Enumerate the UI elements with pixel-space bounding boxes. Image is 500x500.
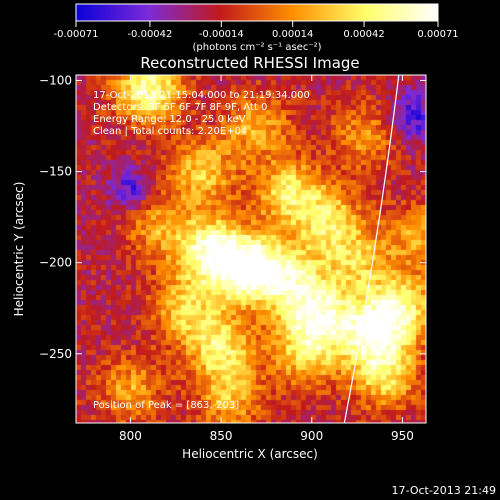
y-tick-label: −100: [39, 73, 72, 87]
y-axis-label: Heliocentric Y (arcsec): [12, 182, 26, 317]
solar-limb-line: [343, 74, 400, 424]
energy-range: Energy Range: 12.0 - 25.0 keV: [93, 114, 246, 125]
colorbar-ticks: -0.00071 -0.00042 -0.00014 0.00014 0.00042 0.…: [54, 21, 459, 40]
colorbar-tick-label: -0.00071: [54, 29, 99, 40]
y-tick-label: −150: [39, 165, 72, 179]
colorbar-units: (photons cm⁻² s⁻¹ asec⁻²): [192, 42, 321, 53]
image-area: [75, 74, 427, 424]
x-tick-label: 850: [210, 429, 233, 443]
x-tick-label: 800: [119, 429, 142, 443]
colorbar-tick-label: 0.00042: [343, 29, 384, 40]
x-tick-label: 950: [391, 429, 414, 443]
colorbar-tick-label: 0.00014: [272, 29, 313, 40]
x-axis-ticks: 800 850 900 950: [119, 75, 414, 443]
footer-date: 17-Oct-2013 21:49: [392, 484, 496, 497]
y-tick-label: −200: [39, 256, 72, 270]
colorbar-tick-label: -0.00042: [127, 29, 172, 40]
peak-position: Position of Peak = [863,-203]: [93, 400, 239, 411]
detectors: Detectors: 3F 5F 6F 7F 8F 9F, Att 0: [93, 102, 267, 113]
colorbar-tick-label: 0.00071: [417, 29, 458, 40]
time-range: 17-Oct-2013 21:15:04.000 to 21:19:34.000: [93, 90, 310, 101]
colorbar-tick-label: -0.00014: [199, 29, 244, 40]
colorbar: [75, 3, 439, 22]
heatmap-image: [76, 75, 426, 423]
y-tick-label: −250: [39, 347, 72, 361]
clean-counts: Clean | Total counts: 2.20E+04: [93, 126, 247, 137]
x-axis-label: Heliocentric X (arcsec): [182, 447, 318, 461]
chart-title: Reconstructed RHESSI Image: [140, 54, 359, 72]
x-tick-label: 900: [300, 429, 323, 443]
y-axis-ticks: −250 −200 −150 −100: [39, 73, 426, 361]
